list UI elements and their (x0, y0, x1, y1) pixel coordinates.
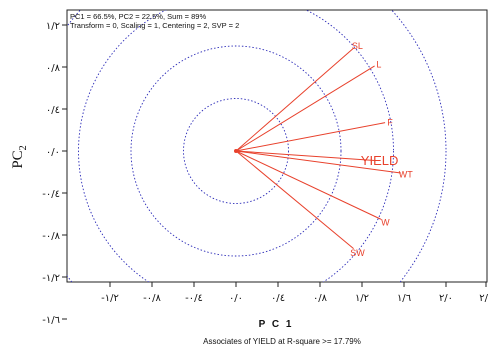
concentric-circles (67, 10, 447, 282)
footnote: Associates of YIELD at R-square >= 17.79… (203, 337, 361, 346)
x-tick-label: ۲/۰ (439, 293, 453, 304)
plot-frame (66, 9, 488, 283)
y-tick-label: -۰/٤ (42, 189, 60, 200)
x-tick-label: ۰/۸ (313, 293, 328, 304)
x-tick-label: -۱/۲ (101, 293, 119, 304)
x-tick-label: ۱/٦ (397, 293, 411, 304)
vector-wt (235, 150, 401, 174)
vector-yield (235, 150, 375, 161)
vector-label-sw: SW (350, 248, 365, 258)
x-tick-label: ۲/ (479, 293, 488, 304)
vector-label-wt: WT (399, 170, 413, 180)
vector-label-sl: SL (352, 41, 363, 51)
info-line-1: PC1 = 66.5%, PC2 = 22.5%, Sum = 89% (70, 12, 206, 21)
y-tick-label: ۰/٤ (46, 105, 60, 116)
vector-f (235, 122, 386, 152)
vector-w (235, 150, 382, 220)
y-tick-label: -۱/٦ (42, 315, 60, 326)
y-axis-label-main: PC (10, 150, 26, 168)
origin-point (234, 149, 238, 153)
y-tick-label: ۰/۸ (46, 63, 61, 74)
info-line-2: Transform = 0, Scaling = 1, Centering = … (70, 21, 239, 30)
vector-sl (235, 47, 354, 152)
y-tick-label: -۱/۲ (42, 273, 60, 284)
reference-circle-2 (130, 45, 342, 257)
vector-label-f: F (387, 118, 393, 128)
reference-circle-3 (78, 10, 394, 282)
x-tick-label: ۱/۲ (355, 293, 369, 304)
reference-circle-4 (67, 10, 447, 282)
vector-label-yield: YIELD (361, 153, 399, 168)
y-axis-ticks: ۱/۲ ۰/۸ ۰/٤ ۰/۰ -۰/٤ -۰/۸ -۱/۲ -۱/٦ (42, 21, 67, 326)
x-axis-ticks: -۱/۲ -۰/۸ -۰/٤ ۰/۰ ۰/٤ ۰/۸ ۱/۲ ۱/٦ ۲/۰ ۲/ (101, 282, 489, 304)
y-tick-label: -۰/۸ (42, 231, 60, 242)
vector-label-l: L (376, 59, 381, 69)
vector-sw (235, 150, 354, 250)
x-axis-label: P C 1 (259, 319, 294, 330)
vector-label-w: W (381, 217, 390, 227)
reference-circle-1 (183, 98, 289, 204)
svg-text:PC2: PC2 (10, 145, 29, 168)
vector-l (235, 65, 375, 152)
y-axis-label-sub: 2 (18, 145, 29, 150)
y-tick-label: ۰/۰ (46, 147, 60, 158)
y-axis-label: PC2 (10, 145, 29, 168)
x-tick-label: -۰/۸ (143, 293, 161, 304)
x-tick-label: ۰/٤ (271, 293, 285, 304)
x-tick-label: ۰/۰ (229, 293, 243, 304)
x-tick-label: -۰/٤ (185, 293, 203, 304)
y-tick-label: ۱/۲ (46, 21, 60, 32)
